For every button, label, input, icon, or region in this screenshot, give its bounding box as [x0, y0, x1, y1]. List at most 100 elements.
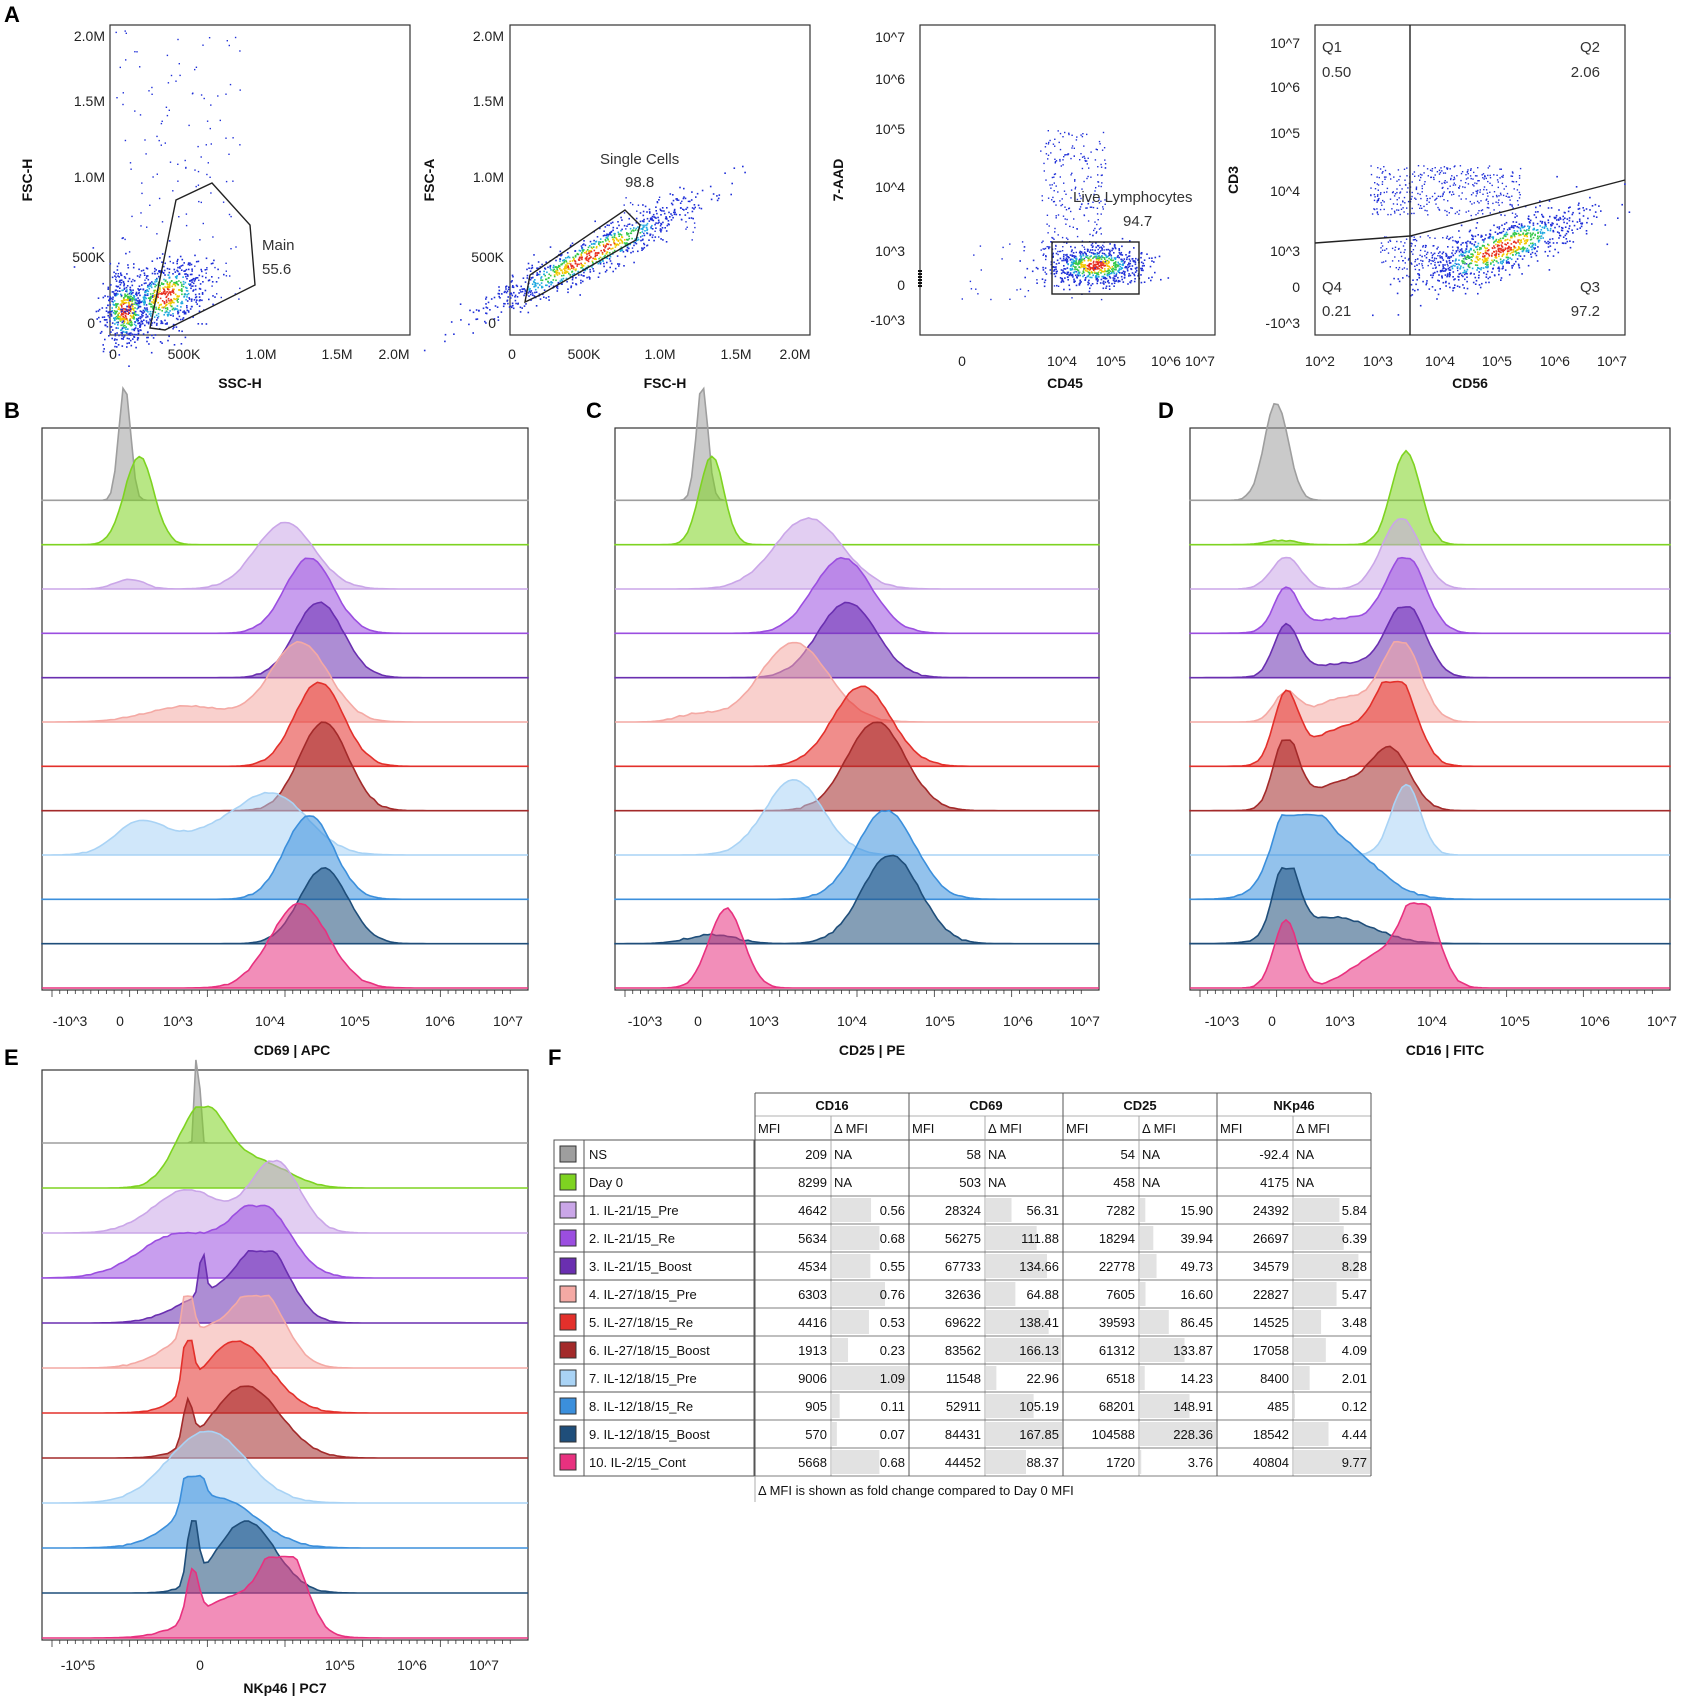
event-dot: [516, 285, 518, 287]
event-dot: [615, 246, 617, 248]
event-dot: [1002, 247, 1003, 248]
event-dot: [169, 268, 171, 270]
event-dot: [164, 263, 166, 265]
event-dot: [1064, 191, 1065, 192]
event-dot: [156, 281, 158, 283]
event-dot: [1376, 176, 1377, 177]
event-dot: [133, 315, 135, 317]
event-dot: [1055, 173, 1056, 174]
event-dot: [146, 307, 148, 309]
event-dot: [166, 291, 168, 293]
event-dot: [110, 284, 112, 286]
event-dot: [1382, 245, 1383, 246]
event-dot: [642, 225, 644, 227]
event-dot: [1102, 245, 1103, 246]
event-dot: [1100, 282, 1102, 284]
event-dot: [1548, 207, 1550, 209]
event-dot: [635, 229, 637, 231]
event-dot: [118, 344, 120, 346]
event-dot: [117, 303, 119, 305]
event-dot: [1443, 259, 1445, 261]
event-dot: [189, 264, 191, 266]
event-dot: [599, 273, 601, 275]
event-dot: [580, 280, 582, 282]
event-dot: [1528, 216, 1530, 218]
event-dot: [232, 181, 233, 182]
event-dot: [1102, 150, 1103, 151]
event-dot: [202, 276, 204, 278]
event-dot: [1513, 241, 1515, 243]
event-dot: [1442, 266, 1444, 268]
event-dot: [229, 214, 230, 215]
event-dot: [220, 120, 221, 121]
event-dot: [1539, 236, 1541, 238]
event-dot: [134, 307, 136, 309]
event-dot: [1450, 179, 1451, 180]
event-dot: [1501, 176, 1502, 177]
event-dot: [1420, 174, 1421, 175]
event-dot: [149, 282, 151, 284]
event-dot: [110, 326, 112, 328]
event-dot: [1449, 238, 1450, 239]
event-dot: [1064, 154, 1065, 155]
event-dot: [1082, 245, 1083, 246]
event-dot: [1462, 242, 1463, 243]
event-dot: [150, 306, 152, 308]
event-dot: [1592, 205, 1594, 207]
event-dot: [144, 283, 146, 285]
event-dot: [1537, 246, 1539, 248]
event-dot: [140, 318, 142, 320]
event-dot: [553, 279, 555, 281]
event-dot: [157, 317, 159, 319]
event-dot: [1090, 260, 1092, 262]
event-dot: [1382, 172, 1383, 173]
event-dot: [134, 110, 135, 111]
event-dot: [1475, 236, 1477, 238]
event-dot: [1081, 264, 1083, 266]
a4-quadrant-q3-name: Q3: [1580, 279, 1600, 296]
event-dot: [1542, 227, 1544, 229]
event-dot: [1097, 273, 1099, 275]
event-dot: [668, 220, 670, 222]
event-dot: [1447, 265, 1448, 266]
event-dot: [147, 268, 149, 270]
event-dot: [520, 291, 522, 293]
event-dot: [131, 216, 132, 217]
event-dot: [154, 273, 156, 275]
event-dot: [693, 232, 694, 233]
event-dot: [544, 275, 546, 277]
event-dot: [174, 308, 176, 310]
event-dot: [486, 297, 488, 299]
event-dot: [174, 284, 176, 286]
a3-y-tick: -10^3: [870, 312, 905, 328]
event-dot: [159, 285, 161, 287]
event-dot: [1470, 170, 1471, 171]
event-dot: [1498, 228, 1500, 230]
event-dot: [1511, 265, 1513, 267]
event-dot: [630, 202, 631, 203]
event-dot: [171, 306, 173, 308]
event-dot: [1398, 248, 1399, 249]
event-dot: [504, 303, 506, 305]
event-dot: [1101, 186, 1102, 187]
event-dot: [1401, 188, 1402, 189]
event-dot: [1412, 254, 1413, 255]
event-dot: [1048, 130, 1049, 131]
event-dot: [526, 269, 528, 271]
event-dot: [623, 265, 625, 267]
event-dot: [683, 196, 685, 198]
event-dot: [600, 238, 602, 240]
event-dot: [1121, 276, 1123, 278]
event-dot: [1478, 243, 1480, 245]
event-dot: [1095, 247, 1097, 249]
event-dot: [129, 300, 131, 302]
event-dot: [1141, 253, 1143, 255]
event-dot: [1494, 275, 1496, 277]
event-dot: [164, 290, 166, 292]
event-dot: [573, 267, 575, 269]
event-dot: [1036, 267, 1038, 269]
event-dot: [1057, 260, 1059, 262]
event-dot: [143, 310, 145, 312]
event-dot: [1382, 184, 1383, 185]
event-dot: [555, 272, 557, 274]
